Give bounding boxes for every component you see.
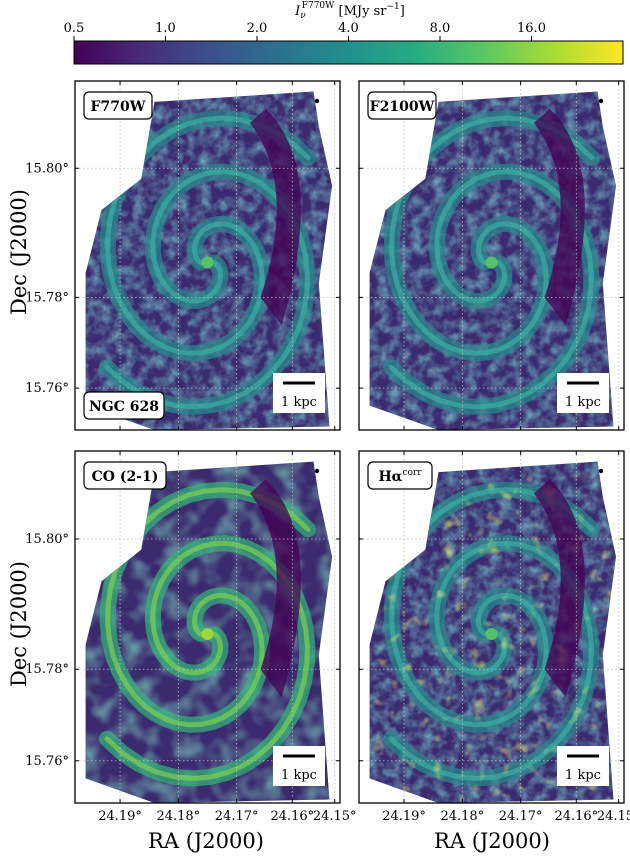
- y-tick-label: 15.76°: [25, 381, 69, 396]
- y-tick-label: 15.80°: [25, 161, 69, 176]
- panel-label: Hαcorr: [378, 468, 422, 485]
- scalebar-bg: [273, 373, 325, 413]
- panel-frame: [74, 80, 341, 431]
- panel-p4: 24.19° 24.18° 24.17° 24.16°24.15° Hαcorr 1 kp…: [358, 450, 630, 824]
- panel-label-box: [83, 461, 167, 490]
- x-axis-label-left: RA (J2000): [148, 829, 264, 853]
- panel-label: F2100W: [370, 99, 435, 115]
- x-tick-label: 24.19°: [382, 809, 426, 824]
- x-tick-label: 24.16°: [554, 809, 598, 824]
- colorbar-tick-label: 4.0: [338, 21, 359, 36]
- x-tick-label: 24.18°: [440, 809, 484, 824]
- panel-frame: [358, 80, 625, 431]
- x-axis-label-right: RA (J2000): [434, 829, 550, 853]
- panel-label-box: [83, 91, 153, 120]
- colorbar-tick-label: 8.0: [430, 21, 451, 36]
- y-tick-label: 15.80°: [25, 532, 69, 547]
- x-tick-label: 24.18°: [156, 809, 200, 824]
- beam-marker: [314, 98, 320, 104]
- beam-marker: [598, 468, 604, 474]
- x-tick-label: 24.17°: [215, 809, 259, 824]
- x-tick-label: 24.15°: [597, 809, 630, 824]
- panel-p1: 15.80° 15.78° 15.76° F770W NGC 628 1 kpc: [25, 80, 341, 431]
- y-tick-label: 15.78°: [25, 662, 69, 677]
- y-tick-label: 15.76°: [25, 754, 69, 769]
- panel-frame: [74, 450, 341, 804]
- colorbar-tick-label: 16.0: [517, 21, 546, 36]
- colorbar-title: IνF770W [MJy sr−1]: [294, 1, 405, 21]
- scalebar-label: 1 kpc: [281, 395, 317, 410]
- x-tick-label: 24.16°: [270, 809, 314, 824]
- scalebar-label: 1 kpc: [565, 768, 601, 783]
- colorbar: 0.5 1.0 2.0 4.0 8.0 16.0 IνF770W [MJy sr−1]: [64, 1, 624, 65]
- y-axis-label-top: Dec (J2000): [7, 189, 31, 315]
- panel-label-box: [367, 91, 437, 120]
- x-tick-label: 24.17°: [499, 809, 543, 824]
- panel-frame: [358, 450, 625, 804]
- panel-label: F770W: [91, 99, 146, 115]
- scalebar-label: 1 kpc: [281, 768, 317, 783]
- y-axis-label-bottom: Dec (J2000): [7, 561, 31, 687]
- scalebar-bg: [557, 746, 609, 786]
- colorbar-tick-label: 1.0: [155, 21, 176, 36]
- beam-marker: [598, 98, 604, 104]
- beam-marker: [314, 468, 320, 474]
- colorbar-ticks: 0.5 1.0 2.0 4.0 8.0 16.0: [64, 21, 546, 41]
- colorbar-gradient: [73, 40, 624, 65]
- panel-p2: F2100W 1 kpc: [358, 80, 625, 431]
- y-tick-label: 15.78°: [25, 290, 69, 305]
- panel-p3: 15.80° 15.78° 15.76° 24.19° 24.18° 24.17° 24.1…: [25, 450, 357, 824]
- galaxy-image: [85, 461, 333, 803]
- x-tick-label: 24.19°: [98, 809, 142, 824]
- x-tick-label: 24.15°: [313, 809, 357, 824]
- panel-label: CO (2-1): [92, 469, 159, 485]
- scalebar-bg: [557, 373, 609, 413]
- galaxy-name: NGC 628: [89, 399, 159, 415]
- colorbar-tick-label: 0.5: [64, 21, 85, 36]
- galaxy-name-box: [83, 391, 165, 420]
- scalebar-label: 1 kpc: [565, 395, 601, 410]
- colorbar-tick-label: 2.0: [247, 21, 268, 36]
- scalebar-bg: [273, 746, 325, 786]
- panel-label-box: [367, 461, 433, 490]
